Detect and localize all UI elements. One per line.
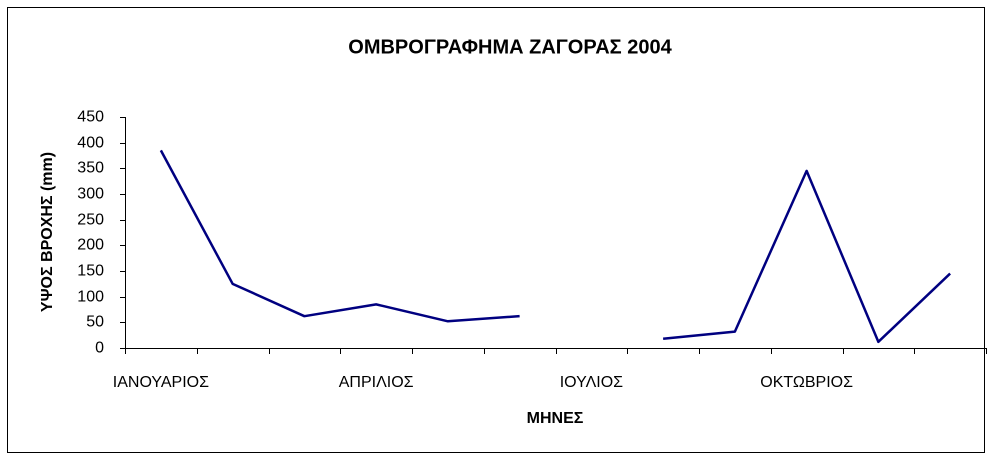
y-tick-label: 250 bbox=[77, 212, 104, 229]
y-tick-label: 300 bbox=[77, 186, 104, 203]
y-tick-label: 0 bbox=[95, 340, 104, 357]
y-tick-label: 400 bbox=[77, 135, 104, 152]
x-axis-label: ΜΗΝΕΣ bbox=[527, 410, 584, 427]
x-tick-label: ΟΚΤΩΒΡΙΟΣ bbox=[760, 374, 853, 391]
x-tick-label: ΑΠΡΙΛΙΟΣ bbox=[339, 374, 414, 391]
y-tick-label: 350 bbox=[77, 160, 104, 177]
y-tick-label: 150 bbox=[77, 263, 104, 280]
y-tick-label: 200 bbox=[77, 237, 104, 254]
y-tick-label: 100 bbox=[77, 289, 104, 306]
y-tick-label: 450 bbox=[77, 109, 104, 126]
x-tick-label: ΙΟΥΛΙΟΣ bbox=[560, 374, 623, 391]
y-tick-label: 50 bbox=[86, 314, 104, 331]
chart-frame bbox=[7, 7, 985, 453]
y-axis-label: ΥΨΟΣ ΒΡΟΧΗΣ (mm) bbox=[39, 152, 56, 312]
chart-title: ΟΜΒΡΟΓΡΑΦΗΜΑ ΖΑΓΟΡΑΣ 2004 bbox=[348, 36, 672, 58]
data-line bbox=[159, 149, 951, 344]
x-tick-label: ΙΑΝΟΥΑΡΙΟΣ bbox=[113, 374, 209, 391]
